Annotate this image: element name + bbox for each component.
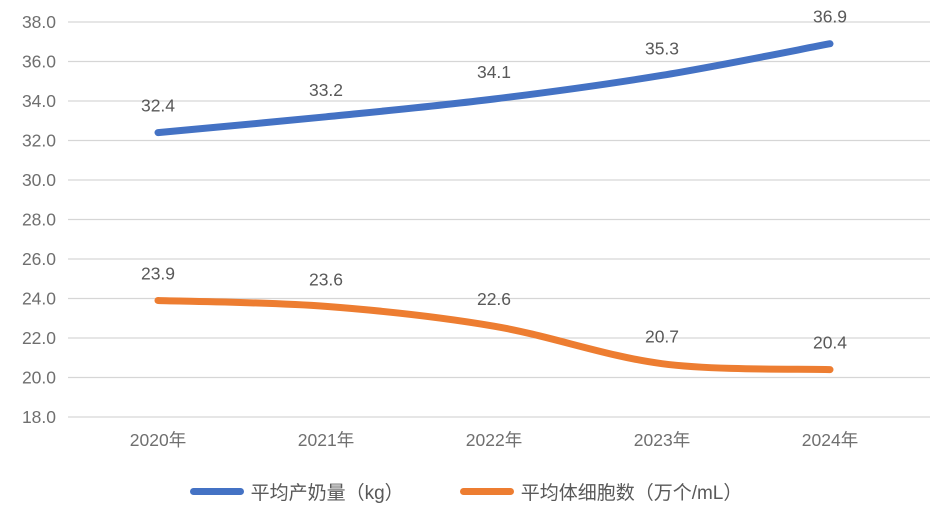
data-label-avg-somatic-cell-count: 23.9 [141, 263, 175, 283]
legend-label-avg-milk-yield: 平均产奶量（kg） [250, 483, 404, 504]
data-label-avg-somatic-cell-count: 22.6 [477, 289, 511, 309]
y-axis-tick-label: 22.0 [22, 328, 56, 348]
legend-item-avg-milk-yield: 平均产奶量（kg） [189, 478, 404, 505]
data-label-avg-somatic-cell-count: 23.6 [309, 269, 343, 289]
y-axis-tick-label: 30.0 [22, 170, 56, 190]
data-label-avg-somatic-cell-count: 20.7 [645, 327, 679, 347]
x-axis-tick-label: 2021年 [298, 430, 354, 450]
x-axis-tick-label: 2020年 [130, 430, 186, 450]
y-axis-tick-label: 32.0 [22, 131, 56, 151]
x-axis-tick-label: 2022年 [466, 430, 522, 450]
data-label-avg-milk-yield: 35.3 [645, 38, 679, 58]
y-axis-tick-label: 36.0 [22, 52, 56, 72]
y-axis-tick-label: 28.0 [22, 210, 56, 230]
y-axis-tick-label: 38.0 [22, 12, 56, 32]
x-axis-tick-label: 2024年 [802, 430, 858, 450]
series-line-avg-somatic-cell-count [154, 296, 834, 374]
data-label-avg-milk-yield: 32.4 [141, 96, 175, 116]
data-label-avg-milk-yield: 34.1 [477, 62, 511, 82]
data-label-avg-milk-yield: 33.2 [309, 80, 343, 100]
y-axis-tick-label: 24.0 [22, 289, 56, 309]
y-axis-tick-label: 26.0 [22, 249, 56, 269]
legend-label-avg-somatic-cell-count: 平均体细胞数（万个/mL） [520, 483, 743, 504]
legend: 平均产奶量（kg） 平均体细胞数（万个/mL） [0, 478, 932, 505]
legend-swatch-avg-somatic-cell-count [459, 488, 514, 495]
data-label-avg-somatic-cell-count: 20.4 [813, 333, 847, 353]
legend-swatch-avg-milk-yield [189, 488, 244, 495]
series-line-avg-milk-yield [154, 40, 834, 137]
legend-item-avg-somatic-cell-count: 平均体细胞数（万个/mL） [459, 478, 743, 505]
y-axis-tick-label: 34.0 [22, 91, 56, 111]
y-axis-tick-label: 20.0 [22, 368, 56, 388]
x-axis-tick-label: 2023年 [634, 430, 690, 450]
y-axis-tick-label: 18.0 [22, 407, 56, 427]
data-label-avg-milk-yield: 36.9 [813, 7, 847, 27]
